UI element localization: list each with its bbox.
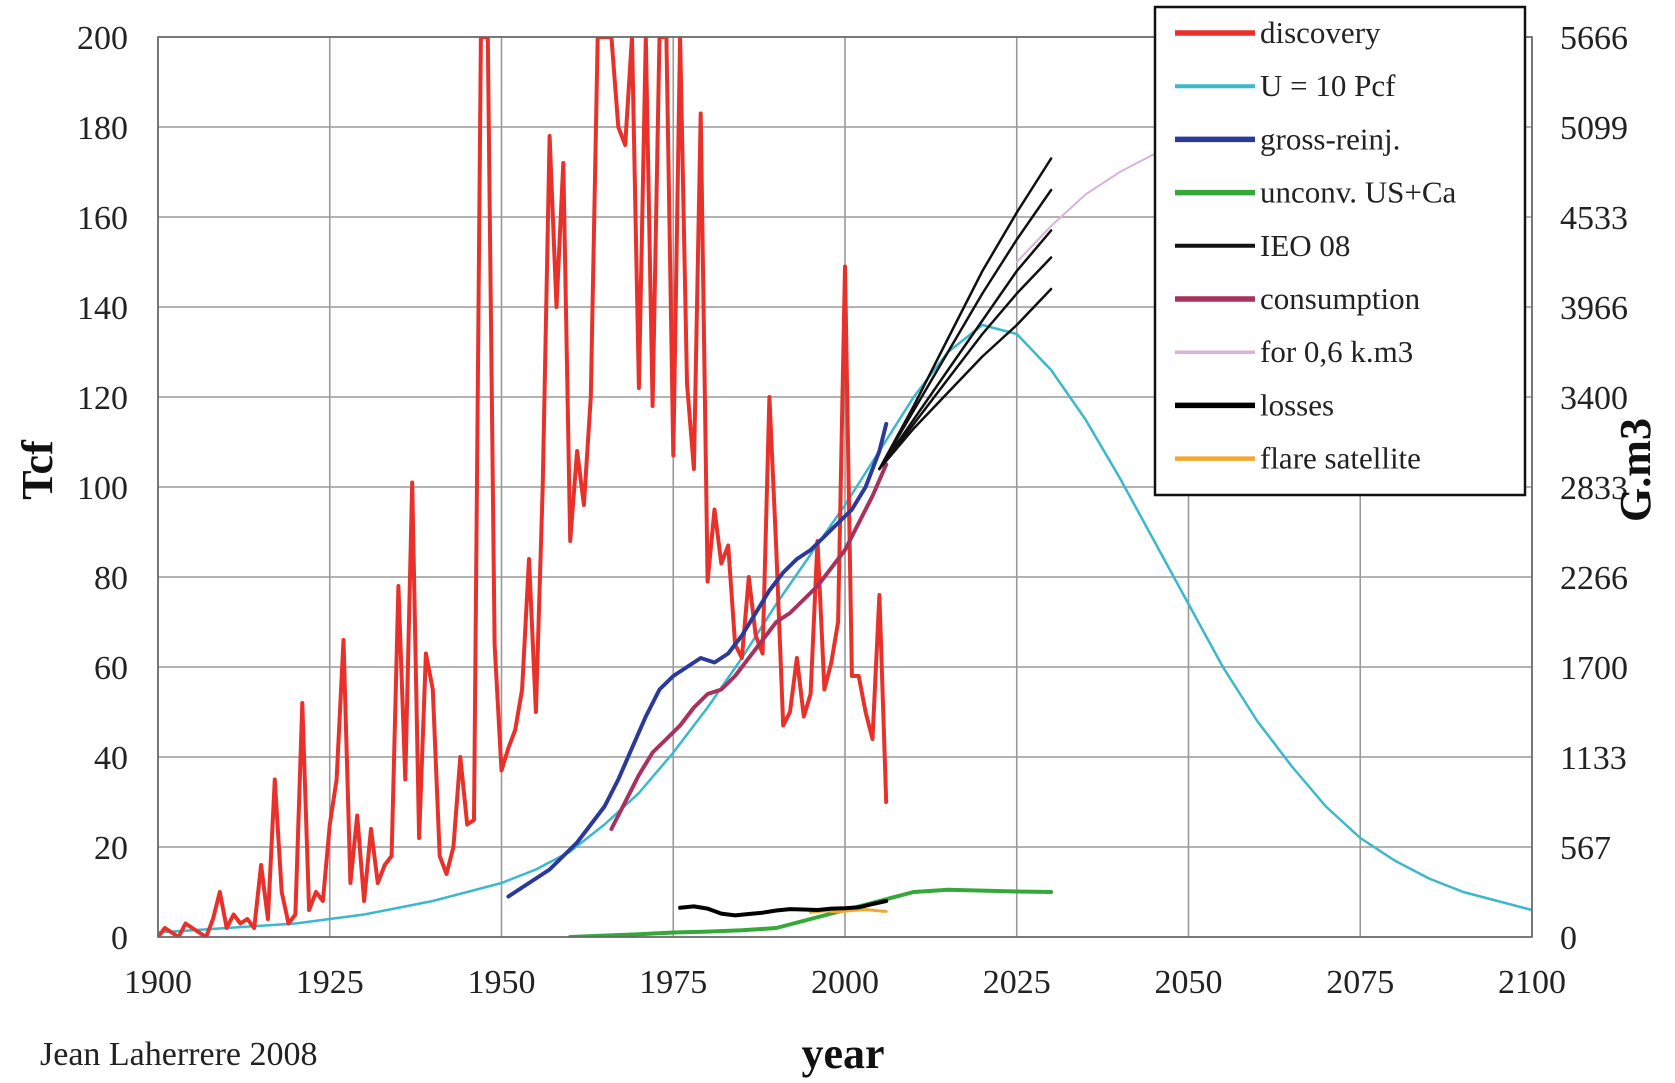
y-tick-label: 80: [94, 560, 128, 597]
author-credit: Jean Laherrere 2008: [40, 1036, 318, 1073]
x-axis: 1900 1925 1950 1975 2000 2025 2050 2075 2100: [124, 964, 1566, 1001]
x-tick-label: 2050: [1155, 964, 1223, 1001]
y-axis-title: Tcf: [13, 439, 62, 500]
y-tick-label: 100: [77, 470, 128, 507]
series-line-ieo08: [878, 157, 1053, 471]
y-tick-label: 40: [94, 740, 128, 777]
legend-label: unconv. US+Ca: [1260, 175, 1457, 210]
legend-label: gross-reinj.: [1260, 121, 1400, 156]
y-right-tick-label: 2833: [1560, 470, 1628, 507]
y-tick-label: 180: [77, 110, 128, 147]
x-tick-label: 1900: [124, 964, 192, 1001]
x-tick-label: 2000: [811, 964, 879, 1001]
legend-item-consumption: consumption: [1175, 281, 1421, 316]
series-ieo08: [878, 157, 1053, 471]
series-line-ieo08: [878, 188, 1053, 471]
y-tick-label: 60: [94, 650, 128, 687]
y-right-tick-label: 4533: [1560, 200, 1628, 237]
x-axis-title: year: [801, 1029, 884, 1078]
series-line-losses: [678, 899, 889, 918]
series-line-ieo08: [878, 287, 1053, 471]
legend-item-flare: flare satellite: [1175, 441, 1421, 476]
series-consumption: [609, 462, 889, 831]
series-gross_reinj: [506, 422, 889, 899]
y-right-tick-label: 5666: [1560, 20, 1628, 57]
series-unconv: [568, 887, 1054, 937]
x-tick-label: 1950: [468, 964, 536, 1001]
legend-label: for 0,6 k.m3: [1260, 334, 1413, 369]
legend-box: [1153, 5, 1527, 497]
x-tick-label: 2100: [1498, 964, 1566, 1001]
legend: discovery U = 10 Pcf gross-reinj. unconv. U…: [1153, 5, 1527, 497]
y-right-tick-label: 3400: [1560, 380, 1628, 417]
y-right-tick-label: 1133: [1560, 740, 1627, 777]
series-line-ieo08: [878, 256, 1053, 471]
series-losses: [678, 899, 889, 918]
y-tick-label: 160: [77, 200, 128, 237]
series-line-unconv: [568, 887, 1054, 937]
y-tick-label: 20: [94, 830, 128, 867]
legend-item-gross_reinj: gross-reinj.: [1175, 121, 1400, 156]
x-tick-label: 1975: [639, 964, 707, 1001]
legend-item-losses: losses: [1175, 387, 1334, 422]
x-tick-label: 2075: [1326, 964, 1394, 1001]
y-tick-label: 120: [77, 380, 128, 417]
y-right-tick-label: 0: [1560, 920, 1577, 957]
y-tick-label: 0: [111, 920, 128, 957]
legend-item-for06: for 0,6 k.m3: [1175, 334, 1413, 369]
series-line-ieo08: [878, 229, 1053, 471]
legend-label: losses: [1260, 387, 1334, 422]
series-discovery: [158, 37, 889, 937]
y-axis-right: 0 567 1133 1700 2266 2833 3400 3966 4533 5099 5666: [1560, 20, 1628, 957]
legend-label: flare satellite: [1260, 441, 1421, 476]
series-line-discovery: [158, 37, 889, 937]
legend-label: IEO 08: [1260, 228, 1350, 263]
y-right-tick-label: 567: [1560, 830, 1611, 867]
y-right-tick-label: 1700: [1560, 650, 1628, 687]
y-axis-left: 0 20 40 60 80 100 120 140 160 180 200: [77, 20, 128, 957]
x-tick-label: 1925: [296, 964, 364, 1001]
y-axis-right-title: G.m3: [1611, 418, 1660, 522]
y-tick-label: 200: [77, 20, 128, 57]
legend-item-u10pcf: U = 10 Pcf: [1175, 68, 1396, 103]
legend-item-ieo08: IEO 08: [1175, 228, 1350, 263]
series-line-consumption: [609, 462, 889, 831]
legend-label: consumption: [1260, 281, 1421, 316]
legend-label: discovery: [1260, 15, 1381, 50]
plot-frame: [157, 36, 1533, 938]
y-right-tick-label: 5099: [1560, 110, 1628, 147]
legend-label: U = 10 Pcf: [1260, 68, 1396, 103]
legend-item-unconv: unconv. US+Ca: [1175, 175, 1457, 210]
y-right-tick-label: 2266: [1560, 560, 1628, 597]
legend-item-discovery: discovery: [1175, 15, 1381, 50]
x-tick-label: 2025: [983, 964, 1051, 1001]
y-tick-label: 140: [77, 290, 128, 327]
y-right-tick-label: 3966: [1560, 290, 1628, 327]
series-line-gross_reinj: [506, 422, 889, 899]
